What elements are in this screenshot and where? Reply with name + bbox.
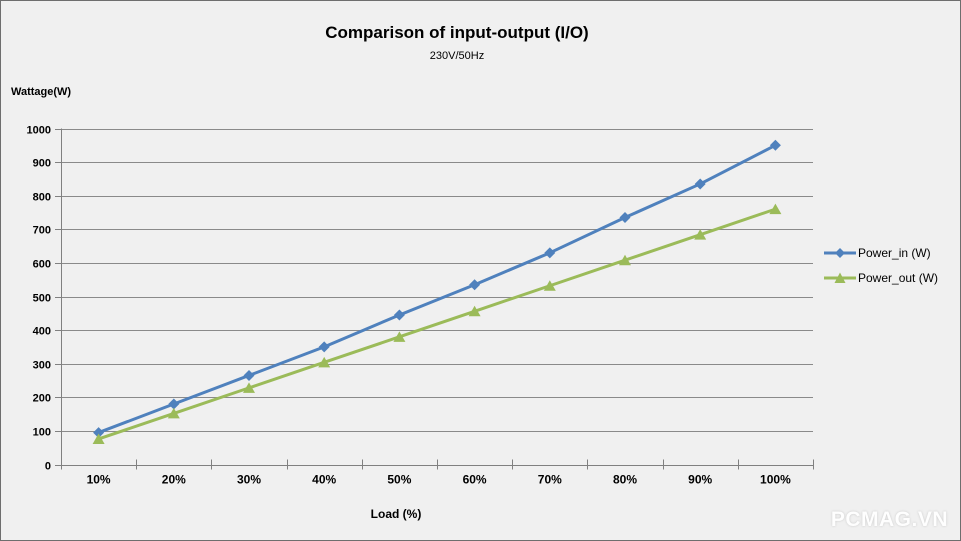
triangle-marker [468,305,481,317]
y-tick-label: 100 [33,427,51,439]
x-tick-label: 20% [162,473,186,487]
x-axis-title: Load (%) [370,507,422,521]
x-tick-label: 50% [387,473,411,487]
diamond-marker [243,369,255,381]
diamond-marker [318,341,330,353]
x-tick-label: 100% [760,473,791,487]
watermark-pcmag: PCMAG.VN [830,508,948,531]
series-line-power-in-w- [97,143,777,435]
y-tick-label: 1000 [27,125,51,137]
y-tick-label: 200 [33,393,51,405]
triangle-marker [543,280,556,291]
diamond-marker [619,212,631,224]
x-tick-label: 90% [688,473,712,487]
triangle-marker [318,356,331,368]
legend-label-power-in: Power_in (W) [858,246,931,260]
diamond-marker [168,398,180,410]
triangle-marker [619,254,631,266]
series-line-power-out-w- [97,207,777,441]
power-out-line-triangle-icon [824,272,856,283]
y-tick-label: 800 [33,192,51,204]
triangle-marker [769,203,782,215]
legend-label-power-out: Power_out (W) [858,271,939,285]
x-tick-label: 70% [538,473,562,487]
power-in-line-diamond-icon [824,248,856,258]
y-tick-label: 300 [33,360,51,372]
triangle-marker [92,433,105,444]
y-tick-label: 500 [33,293,51,305]
x-tick-label: 30% [237,473,261,487]
y-tick-label: 700 [33,225,51,237]
chart-title: Comparison of input-output (I/O) [325,23,589,42]
diamond-marker [393,309,405,321]
legend: Power_in (W) Power_out (W) [823,246,938,285]
triangle-marker [167,407,180,419]
x-tick-label: 80% [613,473,637,487]
triangle-marker [243,382,255,393]
y-tick-label: 0 [45,461,51,473]
x-tick-label: 40% [312,473,336,487]
diamond-marker [469,279,481,291]
chart-subtitle: 230V/50Hz [429,50,485,62]
y-axis-title: Wattage(W) [11,86,72,98]
diamond-marker [93,427,105,439]
x-tick-label: 10% [87,473,111,487]
legend-item-power-in: Power_in (W) [823,246,938,260]
y-tick-label: 600 [33,259,51,271]
y-tick-label: 400 [33,326,51,338]
diamond-marker [544,247,556,259]
diamond-marker [694,178,706,190]
triangle-marker [393,331,406,342]
x-tick-label: 60% [463,473,487,487]
triangle-marker [694,229,707,240]
legend-item-power-out: Power_out (W) [823,271,938,285]
diamond-marker [769,139,781,151]
y-tick-label: 900 [33,158,51,170]
